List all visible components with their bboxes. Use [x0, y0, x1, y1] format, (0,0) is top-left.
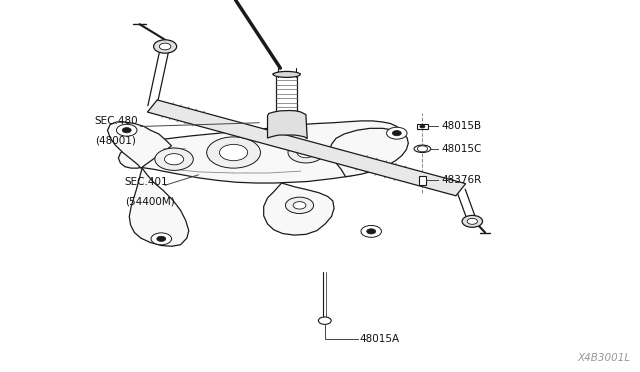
Circle shape [387, 127, 407, 139]
Circle shape [122, 128, 131, 133]
Text: SEC.480: SEC.480 [95, 116, 138, 126]
Circle shape [157, 236, 166, 241]
Text: 48376R: 48376R [442, 176, 482, 185]
Text: (48001): (48001) [95, 136, 136, 146]
Polygon shape [108, 122, 172, 168]
Ellipse shape [414, 145, 431, 153]
Polygon shape [147, 100, 466, 196]
Text: 48015A: 48015A [360, 334, 400, 343]
Circle shape [367, 229, 376, 234]
Text: SEC.401: SEC.401 [125, 177, 168, 187]
Polygon shape [330, 128, 408, 177]
Circle shape [297, 147, 315, 158]
Circle shape [116, 124, 137, 136]
Text: 48015C: 48015C [442, 144, 482, 154]
Circle shape [293, 202, 306, 209]
Circle shape [288, 142, 324, 163]
Circle shape [319, 317, 332, 324]
Text: 48015B: 48015B [442, 122, 482, 131]
Polygon shape [118, 121, 403, 183]
Circle shape [154, 40, 177, 53]
Polygon shape [419, 176, 426, 185]
Ellipse shape [273, 71, 300, 77]
Circle shape [151, 233, 172, 245]
Polygon shape [264, 183, 334, 235]
Polygon shape [417, 124, 428, 129]
Polygon shape [129, 168, 189, 246]
Circle shape [285, 197, 314, 214]
Circle shape [155, 148, 193, 170]
Circle shape [420, 125, 425, 128]
Circle shape [220, 144, 248, 161]
Circle shape [207, 137, 260, 168]
Text: (54400M): (54400M) [125, 196, 175, 206]
Circle shape [164, 154, 184, 165]
Polygon shape [268, 110, 307, 139]
Text: X4B3001L: X4B3001L [577, 353, 630, 363]
Circle shape [467, 218, 477, 224]
Circle shape [417, 146, 428, 152]
Circle shape [462, 215, 483, 227]
Circle shape [159, 43, 171, 50]
Circle shape [361, 225, 381, 237]
Circle shape [392, 131, 401, 136]
